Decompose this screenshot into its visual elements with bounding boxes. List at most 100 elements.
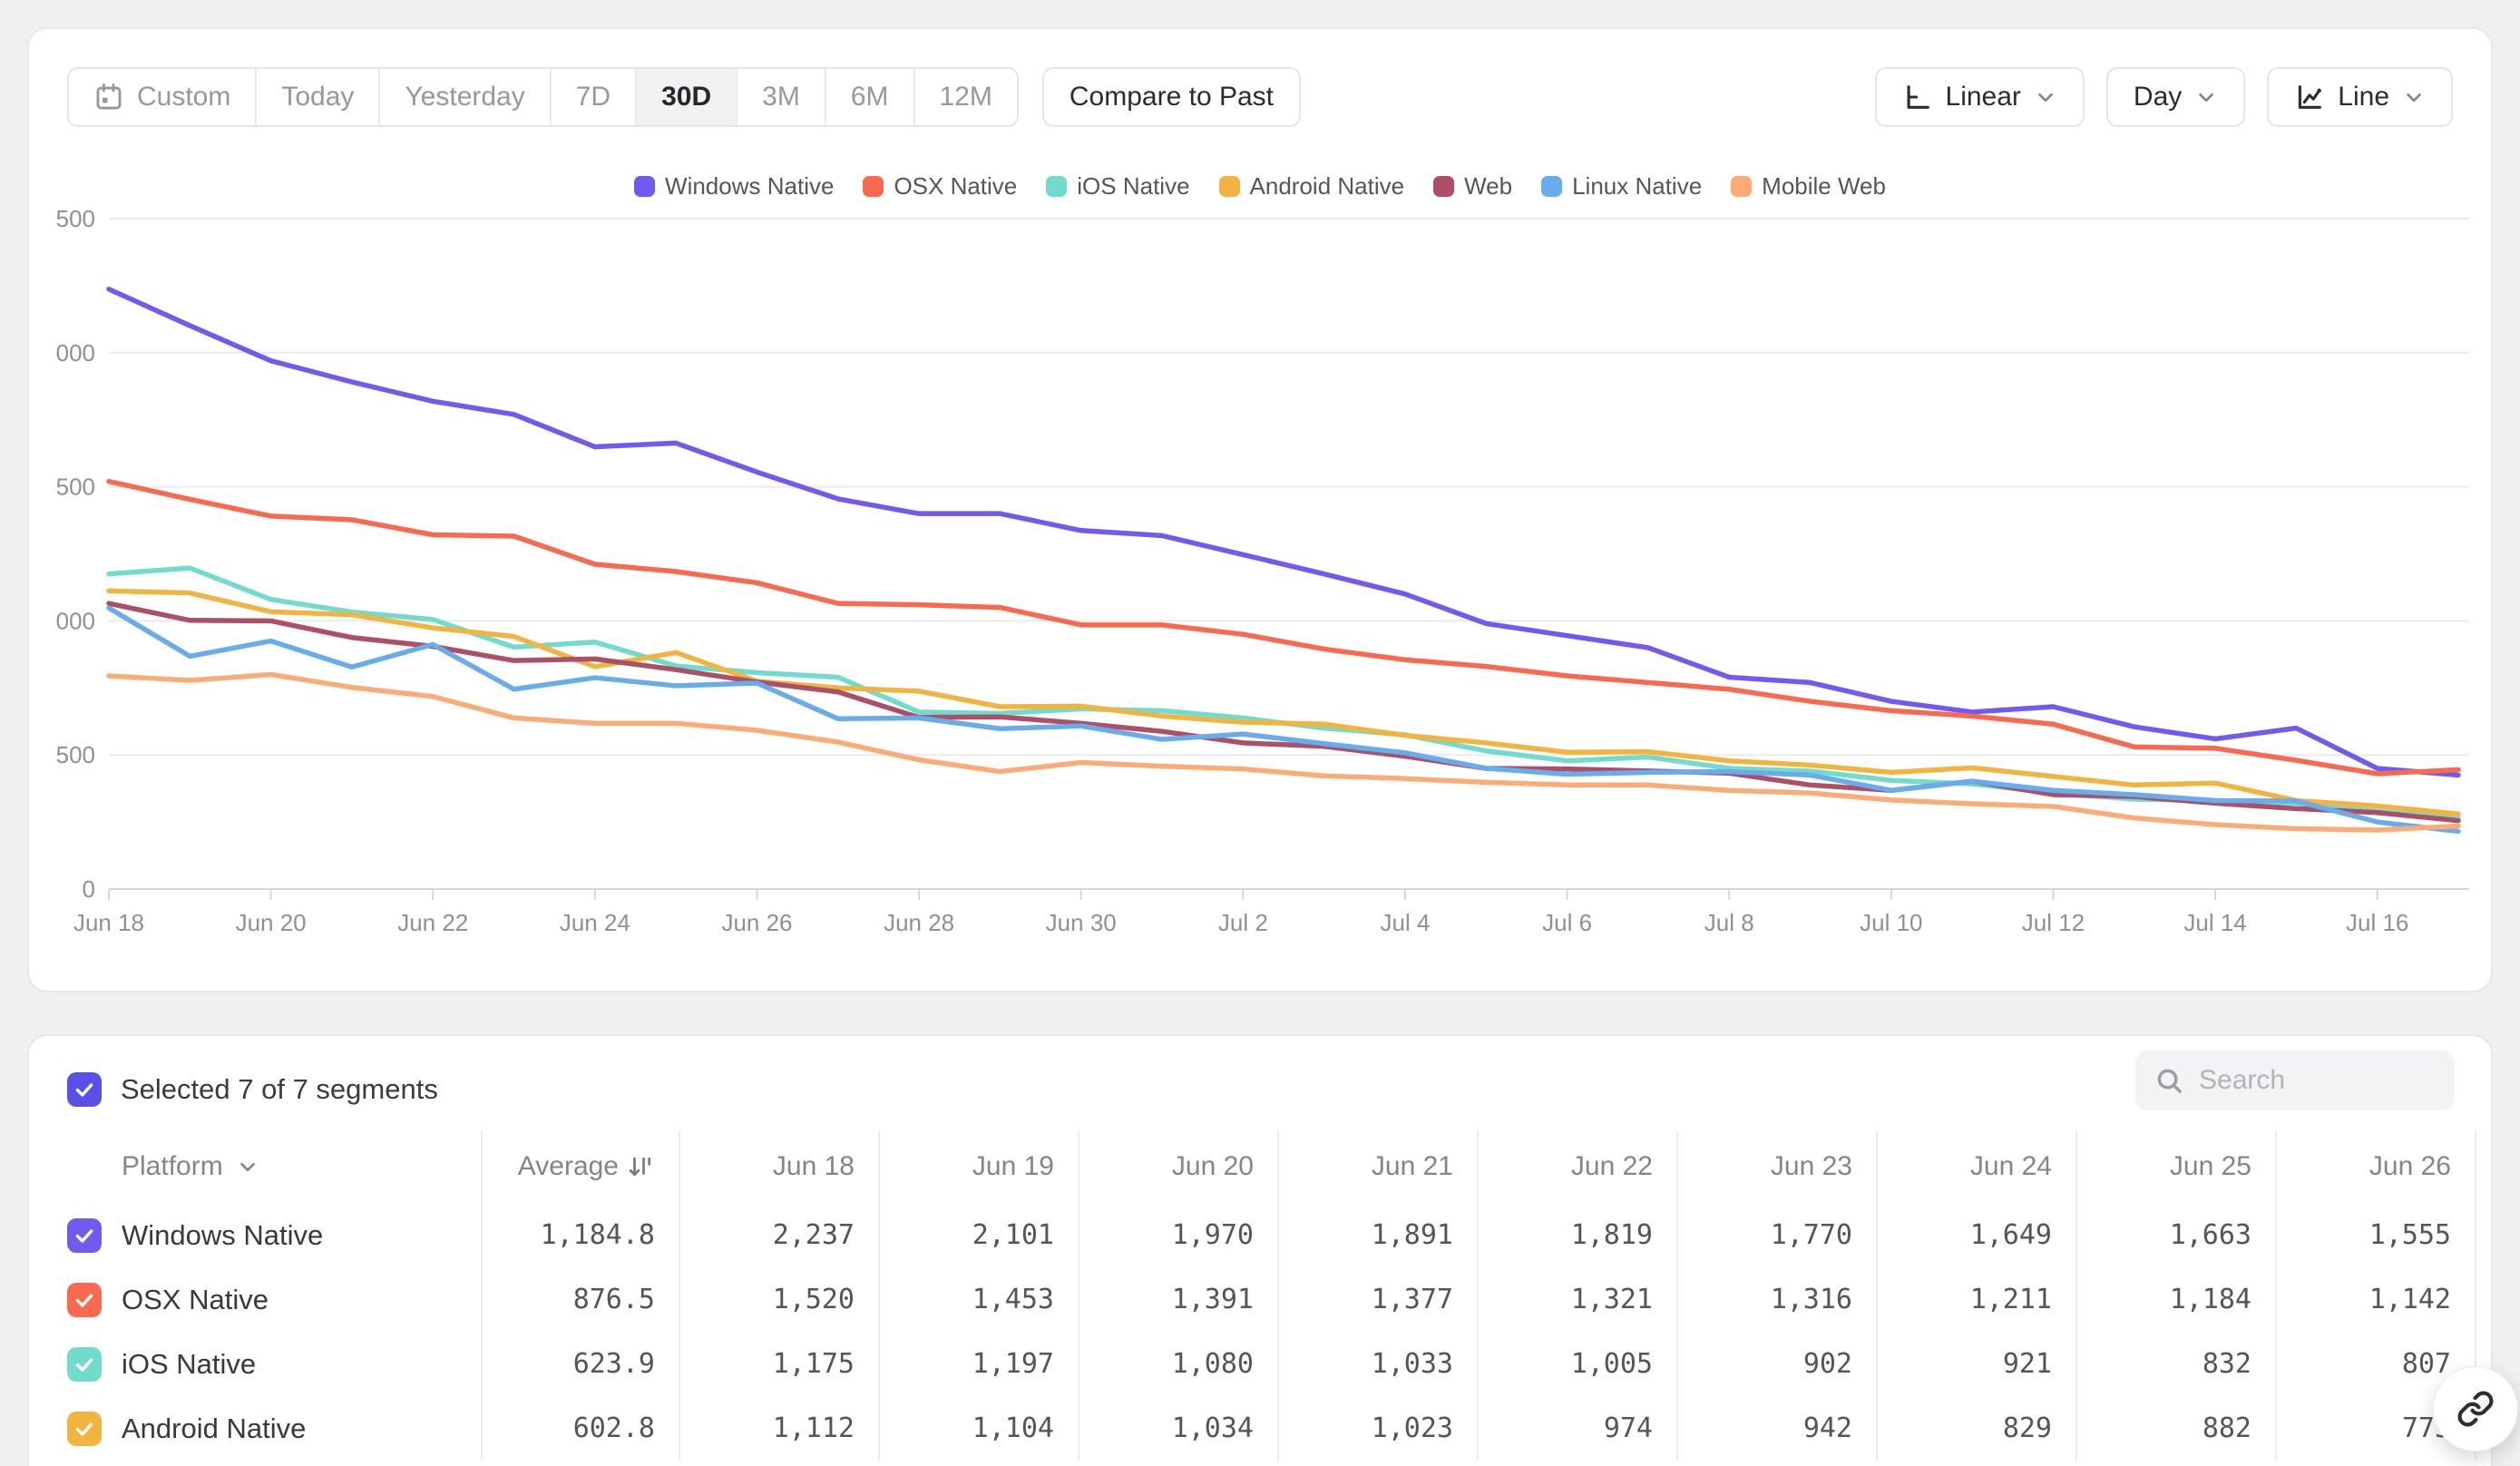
table-cell: 1,005 xyxy=(1477,1332,1676,1396)
table-cell: 807 xyxy=(2275,1332,2475,1396)
table-row-android-native[interactable]: Android Native xyxy=(29,1396,481,1461)
column-header-average[interactable]: Average xyxy=(481,1130,679,1203)
row-checkbox[interactable] xyxy=(67,1217,102,1253)
segments-card: Selected 7 of 7 segments Platform Averag… xyxy=(27,1034,2493,1466)
interval-dropdown[interactable]: Day xyxy=(2105,67,2246,127)
svg-text:500: 500 xyxy=(56,741,95,768)
range-yesterday[interactable]: Yesterday xyxy=(380,69,552,125)
svg-text:Jul 12: Jul 12 xyxy=(2022,909,2085,936)
table-cell: 1,184 xyxy=(2076,1267,2275,1332)
row-checkbox[interactable] xyxy=(67,1282,102,1317)
svg-text:2,000: 2,000 xyxy=(54,339,95,366)
legend-label: Windows Native xyxy=(665,172,835,200)
table-cell: 1,663 xyxy=(2076,1203,2275,1267)
select-all-checkbox[interactable] xyxy=(67,1072,102,1107)
chart-type-dropdown[interactable]: Line xyxy=(2267,67,2453,127)
series-swatch xyxy=(1046,176,1068,197)
range-12m[interactable]: 12M xyxy=(914,69,1017,125)
table-row-windows-native[interactable]: Windows Native xyxy=(29,1203,481,1267)
table-cell: 1,080 xyxy=(1078,1332,1277,1396)
series-swatch xyxy=(634,176,656,197)
table-cell: 623.9 xyxy=(481,1332,679,1396)
table-cell-clipped xyxy=(2475,1203,2491,1267)
column-header-jun-19: Jun 19 xyxy=(878,1130,1078,1203)
column-header-jun-20: Jun 20 xyxy=(1078,1130,1277,1203)
chart-card: Custom Today Yesterday 7D 30D 3M 6M 12M … xyxy=(27,27,2493,992)
table-row-ios-native[interactable]: iOS Native xyxy=(29,1332,481,1396)
column-header-jun-22: Jun 22 xyxy=(1477,1130,1676,1203)
range-custom[interactable]: Custom xyxy=(69,69,258,125)
legend-item-ios-native[interactable]: iOS Native xyxy=(1046,172,1190,200)
table-cell: 602.8 xyxy=(481,1396,679,1461)
table-cell: 1,112 xyxy=(679,1396,878,1461)
table-cell: 902 xyxy=(1676,1332,1876,1396)
search-input[interactable] xyxy=(2197,1064,2437,1097)
svg-text:0: 0 xyxy=(83,875,95,903)
calendar-icon xyxy=(93,82,124,112)
legend-item-mobile-web[interactable]: Mobile Web xyxy=(1731,172,1886,200)
table-cell: 1,970 xyxy=(1078,1203,1277,1267)
table-cell: 1,197 xyxy=(878,1332,1078,1396)
range-6m[interactable]: 6M xyxy=(825,69,915,125)
svg-text:Jun 28: Jun 28 xyxy=(884,909,954,936)
range-7d[interactable]: 7D xyxy=(551,69,638,125)
column-header-jun-23: Jun 23 xyxy=(1676,1130,1876,1203)
legend-item-android-native[interactable]: Android Native xyxy=(1218,172,1404,200)
chevron-down-icon xyxy=(2402,85,2426,109)
svg-text:Jul 10: Jul 10 xyxy=(1860,909,1922,936)
legend-item-osx-native[interactable]: OSX Native xyxy=(863,172,1017,200)
series-swatch xyxy=(863,176,884,197)
svg-text:2,500: 2,500 xyxy=(54,207,95,232)
table-cell: 1,321 xyxy=(1477,1267,1676,1332)
table-cell: 876.5 xyxy=(481,1267,679,1332)
range-today[interactable]: Today xyxy=(257,69,381,125)
compare-to-past-button[interactable]: Compare to Past xyxy=(1041,67,1301,127)
svg-text:Jul 14: Jul 14 xyxy=(2183,909,2246,936)
line-chart[interactable]: 0 500 1,000 1,500 2,000 2,500 Jun 18 Jun 20 Jun … xyxy=(54,207,2486,942)
column-header-jun-21: Jun 21 xyxy=(1277,1130,1477,1203)
series-swatch xyxy=(1433,176,1455,197)
row-checkbox[interactable] xyxy=(67,1411,102,1446)
svg-text:Jun 30: Jun 30 xyxy=(1046,909,1117,936)
column-header-platform[interactable]: Platform xyxy=(29,1130,481,1203)
table-cell: 1,891 xyxy=(1277,1203,1477,1267)
platform-label: OSX Native xyxy=(122,1283,269,1315)
column-header-jun-25: Jun 25 xyxy=(2076,1130,2275,1203)
scale-dropdown[interactable]: Linear xyxy=(1874,67,2085,127)
chevron-down-icon xyxy=(2034,85,2057,109)
chevron-down-icon xyxy=(236,1155,259,1178)
svg-text:Jul 8: Jul 8 xyxy=(1704,909,1754,936)
table-cell: 832 xyxy=(2076,1332,2275,1396)
table-cell: 1,104 xyxy=(878,1396,1078,1461)
legend-item-web[interactable]: Web xyxy=(1433,172,1512,200)
table-cell: 921 xyxy=(1876,1332,2076,1396)
table-cell: 1,520 xyxy=(679,1267,878,1332)
table-cell: 1,175 xyxy=(679,1332,878,1396)
range-3m[interactable]: 3M xyxy=(737,69,826,125)
svg-text:Jun 20: Jun 20 xyxy=(236,909,307,936)
range-30d[interactable]: 30D xyxy=(637,69,738,125)
svg-text:1,000: 1,000 xyxy=(54,607,95,634)
table-cell: 942 xyxy=(1676,1396,1876,1461)
table-cell-clipped xyxy=(2475,1267,2491,1332)
svg-text:Jun 22: Jun 22 xyxy=(397,909,468,936)
table-cell: 2,101 xyxy=(878,1203,1078,1267)
legend-item-windows-native[interactable]: Windows Native xyxy=(634,172,834,200)
line-chart-icon xyxy=(2294,82,2325,112)
legend-item-linux-native[interactable]: Linux Native xyxy=(1541,172,1702,200)
share-link-button[interactable] xyxy=(2433,1366,2518,1451)
table-cell: 1,184.8 xyxy=(481,1203,679,1267)
table-row-osx-native[interactable]: OSX Native xyxy=(29,1267,481,1332)
row-checkbox[interactable] xyxy=(67,1346,102,1382)
svg-text:Jul 6: Jul 6 xyxy=(1542,909,1592,936)
table-cell: 1,142 xyxy=(2275,1267,2475,1332)
table-cell: 829 xyxy=(1876,1396,2076,1461)
segments-table: Platform Average Jun 18 Jun 19 Jun 20 Ju… xyxy=(29,1130,2491,1461)
table-cell: 1,453 xyxy=(878,1267,1078,1332)
table-cell: 1,023 xyxy=(1277,1396,1477,1461)
platform-label: Android Native xyxy=(122,1412,307,1444)
table-cell: 2,237 xyxy=(679,1203,878,1267)
svg-text:Jun 24: Jun 24 xyxy=(560,909,630,936)
series-swatch xyxy=(1731,176,1753,197)
